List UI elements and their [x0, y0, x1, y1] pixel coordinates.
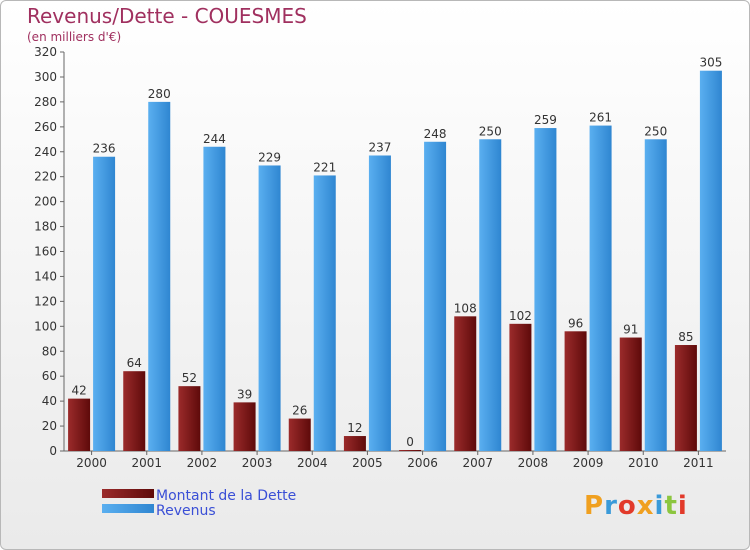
x-tick-label: 2011 — [683, 456, 714, 470]
data-label-revenus: 229 — [258, 150, 281, 164]
data-label-dette: 0 — [406, 435, 414, 449]
logo-letter: i — [654, 491, 665, 521]
y-tick-label: 200 — [34, 195, 57, 209]
y-tick-label: 0 — [49, 444, 57, 458]
x-tick-label: 2007 — [462, 456, 493, 470]
y-tick-label: 120 — [34, 294, 57, 308]
bar-revenus — [479, 139, 502, 451]
data-label-revenus: 280 — [148, 87, 171, 101]
logo-letter: t — [664, 491, 678, 521]
data-label-revenus: 250 — [479, 124, 502, 138]
x-tick-label: 2008 — [518, 456, 549, 470]
y-tick-label: 240 — [34, 145, 57, 159]
y-tick-label: 300 — [34, 70, 57, 84]
data-label-revenus: 237 — [368, 140, 391, 154]
logo-letter: o — [617, 491, 637, 521]
chart-subtitle: (en milliers d'€) — [27, 30, 122, 44]
bar-dette — [674, 345, 697, 451]
bar-revenus — [424, 141, 447, 451]
data-label-dette: 108 — [454, 301, 477, 315]
y-tick-label: 260 — [34, 120, 57, 134]
data-label-revenus: 244 — [203, 132, 226, 146]
x-tick-label: 2004 — [297, 456, 328, 470]
x-tick-label: 2005 — [352, 456, 383, 470]
y-tick-label: 20 — [42, 419, 57, 433]
logo-letter: P — [584, 491, 605, 521]
bar-revenus — [699, 70, 722, 451]
logo-letter: i — [677, 491, 688, 521]
bar-dette — [343, 436, 366, 451]
data-label-dette: 96 — [568, 316, 583, 330]
bar-dette — [564, 331, 587, 451]
data-label-dette: 85 — [678, 330, 693, 344]
legend-label-dette: Montant de la Dette — [156, 488, 296, 504]
data-label-dette: 52 — [182, 371, 197, 385]
bar-dette — [123, 371, 146, 451]
bar-revenus — [258, 165, 281, 451]
bar-dette — [619, 337, 642, 451]
data-label-dette: 91 — [623, 323, 638, 337]
y-tick-label: 320 — [34, 45, 57, 59]
legend-swatch-revenus — [102, 504, 154, 513]
x-tick-label: 2003 — [242, 456, 273, 470]
y-tick-label: 140 — [34, 269, 57, 283]
bar-dette — [288, 418, 311, 451]
chart-title: Revenus/Dette - COUESMES — [27, 4, 307, 28]
data-label-revenus: 236 — [93, 142, 116, 156]
y-tick-label: 40 — [42, 394, 57, 408]
bar-revenus — [148, 101, 171, 451]
legend-label-revenus: Revenus — [156, 503, 216, 519]
y-tick-label: 100 — [34, 319, 57, 333]
x-tick-label: 2010 — [628, 456, 659, 470]
y-tick-label: 60 — [42, 369, 57, 383]
bar-revenus — [589, 125, 612, 452]
bar-dette — [233, 402, 256, 451]
data-label-revenus: 305 — [699, 56, 722, 70]
data-label-revenus: 259 — [534, 113, 557, 127]
bar-dette — [509, 323, 532, 451]
data-label-dette: 12 — [347, 421, 362, 435]
proxiti-logo: Proxiti — [584, 491, 688, 521]
x-tick-label: 2000 — [76, 456, 107, 470]
bar-dette — [178, 386, 201, 451]
bar-revenus — [534, 128, 557, 451]
y-tick-label: 80 — [42, 344, 57, 358]
data-label-dette: 39 — [237, 387, 252, 401]
data-label-dette: 26 — [292, 404, 307, 418]
data-label-revenus: 261 — [589, 111, 612, 125]
data-label-dette: 42 — [71, 384, 86, 398]
y-tick-label: 160 — [34, 245, 57, 259]
bar-revenus — [93, 156, 116, 452]
x-tick-label: 2006 — [407, 456, 438, 470]
logo-letter: r — [604, 491, 618, 521]
bar-revenus — [313, 175, 336, 452]
bar-revenus — [368, 155, 391, 451]
y-tick-label: 220 — [34, 170, 57, 184]
bar-dette — [399, 450, 422, 451]
bar-dette — [454, 316, 477, 451]
logo-letter: x — [636, 491, 655, 521]
y-tick-label: 280 — [34, 95, 57, 109]
bar-dette — [68, 398, 91, 451]
data-label-revenus: 250 — [644, 124, 667, 138]
x-tick-label: 2009 — [573, 456, 604, 470]
data-label-dette: 64 — [127, 356, 142, 370]
data-label-revenus: 248 — [424, 127, 447, 141]
bar-revenus — [644, 139, 667, 451]
x-tick-label: 2002 — [187, 456, 218, 470]
x-tick-label: 2001 — [131, 456, 162, 470]
y-tick-label: 180 — [34, 220, 57, 234]
data-label-revenus: 221 — [313, 160, 336, 174]
data-label-dette: 102 — [509, 309, 532, 323]
bar-revenus — [203, 146, 226, 451]
legend-swatch-dette — [102, 489, 154, 498]
